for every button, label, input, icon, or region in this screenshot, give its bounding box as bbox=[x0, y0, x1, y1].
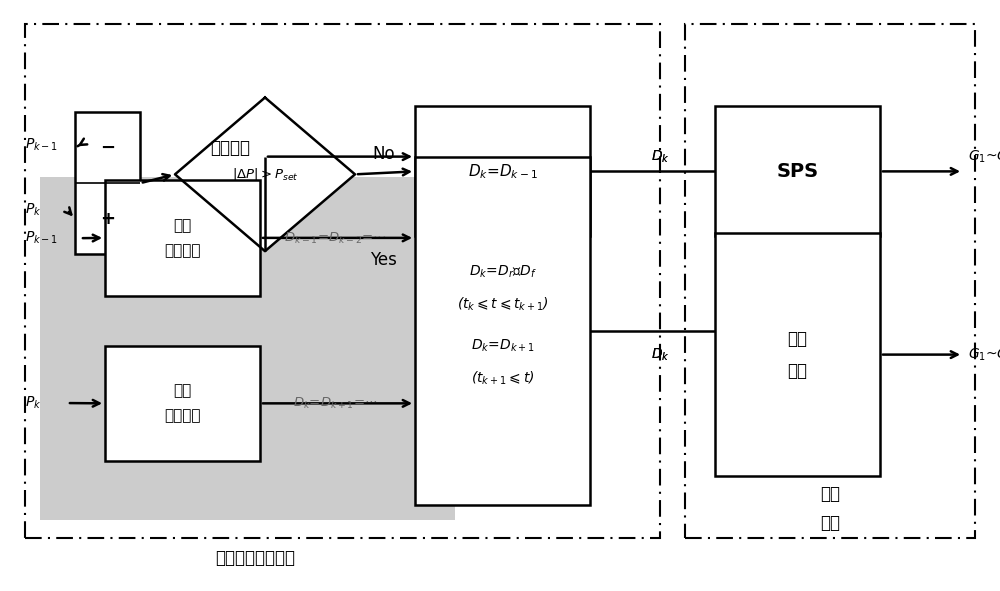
Text: $P_{k-1}$: $P_{k-1}$ bbox=[25, 230, 58, 246]
Bar bbox=[715, 106, 880, 236]
Text: $P_k$: $P_k$ bbox=[25, 202, 41, 218]
Text: 传输
功率模型: 传输 功率模型 bbox=[164, 218, 201, 258]
Text: $D_k$: $D_k$ bbox=[651, 346, 669, 363]
Text: $D_{k-1}$=$D_{k-2}$=···: $D_{k-1}$=$D_{k-2}$=··· bbox=[284, 230, 386, 246]
Polygon shape bbox=[175, 98, 355, 251]
Bar bbox=[105, 346, 260, 461]
Text: 暂态
调制: 暂态 调制 bbox=[788, 330, 808, 379]
Text: $G_1$~$G_8$: $G_1$~$G_8$ bbox=[968, 346, 1000, 363]
Bar bbox=[25, 24, 660, 538]
Text: $|\Delta P|>P_{set}$: $|\Delta P|>P_{set}$ bbox=[232, 166, 298, 183]
Text: $D_k$: $D_k$ bbox=[651, 148, 669, 165]
Text: $D_k$=$D_{k+1}$=···: $D_k$=$D_{k+1}$=··· bbox=[293, 395, 377, 411]
Text: $P_{k-1}$: $P_{k-1}$ bbox=[25, 137, 58, 153]
Text: −: − bbox=[100, 139, 115, 157]
Text: $D_k$=$D_{k+1}$: $D_k$=$D_{k+1}$ bbox=[471, 337, 534, 354]
Text: 传输
功率模型: 传输 功率模型 bbox=[164, 384, 201, 423]
Text: ($t_k$$\leqslant$$t$$\leqslant$$t_{k+1}$): ($t_k$$\leqslant$$t$$\leqslant$$t_{k+1}$… bbox=[457, 296, 548, 313]
Bar bbox=[415, 106, 590, 236]
Text: $D_k$: $D_k$ bbox=[651, 148, 669, 165]
Text: $D_k$: $D_k$ bbox=[651, 346, 669, 363]
Bar bbox=[715, 233, 880, 476]
Text: 暂态过程控制单元: 暂态过程控制单元 bbox=[215, 550, 295, 567]
Bar bbox=[685, 24, 975, 538]
Text: SPS: SPS bbox=[776, 162, 819, 181]
Text: $D_k$=$D_r$、$D_f$: $D_k$=$D_r$、$D_f$ bbox=[469, 264, 536, 280]
Text: $P_k$: $P_k$ bbox=[25, 395, 41, 411]
Text: 调制
单元: 调制 单元 bbox=[820, 485, 840, 532]
Bar bbox=[415, 157, 590, 505]
Text: 稳态阶段: 稳态阶段 bbox=[210, 139, 250, 157]
Text: $G_1$~$G_8$: $G_1$~$G_8$ bbox=[968, 148, 1000, 165]
Text: $D_k$=$D_{k-1}$: $D_k$=$D_{k-1}$ bbox=[468, 162, 537, 181]
Bar bbox=[75, 112, 140, 254]
Text: Yes: Yes bbox=[370, 251, 397, 269]
Bar bbox=[40, 177, 455, 520]
Text: +: + bbox=[100, 210, 115, 228]
Text: ($t_{k+1}$$\leqslant$$t$): ($t_{k+1}$$\leqslant$$t$) bbox=[471, 369, 534, 387]
Text: No: No bbox=[372, 145, 395, 163]
Bar bbox=[105, 180, 260, 296]
